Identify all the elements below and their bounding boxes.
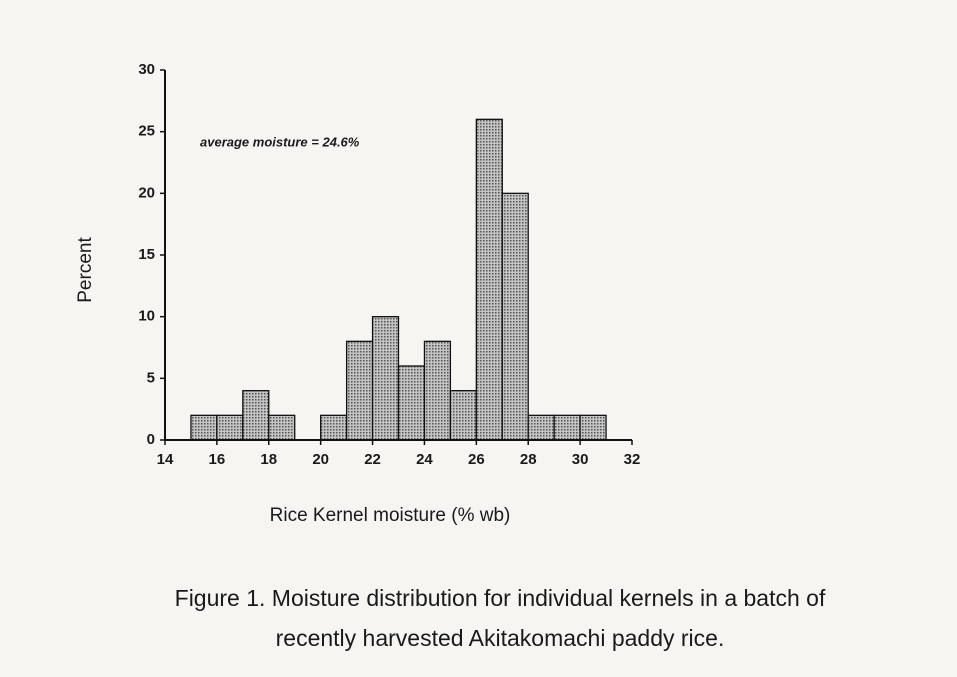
y-tick-label: 15 [138, 246, 155, 263]
y-tick-label: 20 [138, 184, 155, 201]
annotation: average moisture = 24.6% [200, 134, 360, 149]
y-tick-label: 25 [138, 123, 155, 140]
bar [553, 414, 581, 441]
bar [579, 414, 607, 441]
x-axis-title: Rice Kernel moisture (% wb) [270, 505, 511, 526]
bar [320, 414, 348, 441]
x-tick-label: 26 [468, 451, 485, 468]
x-tick-label: 28 [520, 451, 537, 468]
bar [371, 316, 400, 441]
caption-line: Figure 1. Moisture distribution for indi… [175, 585, 826, 611]
bar [475, 118, 503, 441]
bar [501, 192, 529, 441]
y-tick-label: 0 [147, 431, 155, 448]
x-tick-label: 30 [572, 451, 589, 468]
x-tick-label: 24 [416, 451, 433, 468]
bar [527, 414, 555, 441]
x-tick-label: 20 [312, 451, 329, 468]
y-tick-label: 5 [147, 369, 155, 386]
y-tick-label: 10 [138, 308, 155, 325]
y-tick-label: 30 [138, 61, 155, 78]
x-tick-label: 16 [209, 451, 226, 468]
x-tick-label: 14 [157, 451, 174, 468]
x-tick-label: 22 [364, 451, 381, 468]
bar [397, 365, 426, 441]
bar [345, 340, 374, 441]
y-axis-title: Percent [75, 237, 96, 303]
bar [190, 414, 218, 441]
bar [268, 414, 296, 441]
bar [216, 414, 244, 441]
bar [423, 340, 452, 441]
x-tick-label: 32 [624, 451, 641, 468]
x-tick-label: 18 [260, 451, 277, 468]
caption-line: recently harvested Akitakomachi paddy ri… [276, 625, 725, 651]
bar [449, 390, 477, 441]
bar [242, 390, 270, 441]
